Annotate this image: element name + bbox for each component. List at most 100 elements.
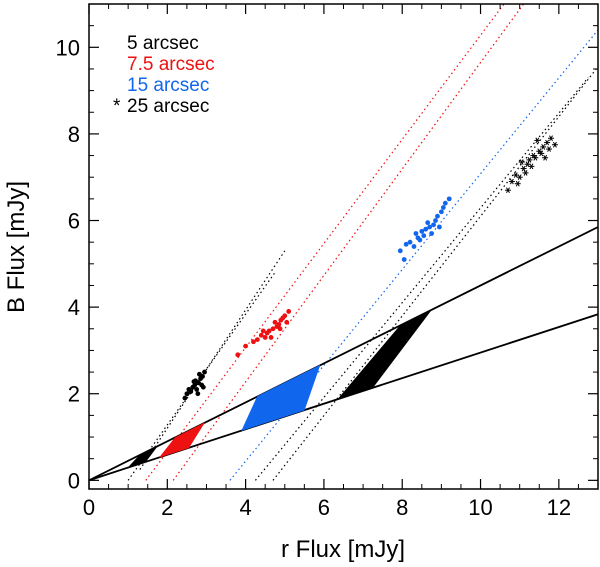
- x-tick-labels: 0 2 4 6 8 10 12: [83, 495, 571, 520]
- point-5-arcsec-12: [202, 369, 207, 375]
- point-7-5-arcsec-7: [266, 328, 272, 334]
- x-tick-label-4: 4: [239, 495, 251, 520]
- point-7-5-arcsec-2: [251, 339, 256, 345]
- point-15-arcsec-21: [437, 224, 442, 230]
- x-tick-label-0: 0: [83, 495, 95, 520]
- dotted-line-5: [254, 77, 589, 481]
- dotted-line-3: [172, 4, 525, 481]
- x-tick-label-2: 2: [161, 495, 173, 520]
- point-15-arcsec-8: [421, 233, 427, 239]
- point-25-arcsec-0: [504, 187, 511, 194]
- point-25-arcsec-10: [532, 154, 539, 161]
- point-15-arcsec-16: [440, 205, 446, 210]
- legend-label-15-arcsec: 15 arcsec: [127, 75, 209, 96]
- x-tick-label-6: 6: [318, 495, 330, 520]
- point-25-arcsec-1: [508, 178, 515, 185]
- point-15-arcsec-4: [411, 244, 417, 249]
- point-15-arcsec-18: [446, 196, 452, 202]
- y-tick-label-10: 10: [56, 35, 80, 60]
- series-15-arcsec: [397, 196, 452, 262]
- color-regions: [127, 309, 432, 468]
- point-7-5-arcsec-0: [235, 352, 241, 358]
- legend-label-25-arcsec: 25 arcsec: [127, 96, 209, 117]
- point-7-5-arcsec-17: [272, 319, 278, 325]
- y-tick-label-4: 4: [68, 295, 80, 320]
- plot-content: [89, 4, 598, 482]
- y-tick-label-0: 0: [68, 468, 80, 493]
- point-15-arcsec-1: [401, 257, 407, 262]
- point-25-arcsec-4: [520, 165, 527, 172]
- point-15-arcsec-0: [397, 248, 403, 254]
- series-7-5-arcsec: [235, 309, 292, 358]
- point-15-arcsec-13: [433, 218, 438, 223]
- point-15-arcsec-20: [413, 231, 419, 236]
- point-25-arcsec-7: [526, 157, 533, 163]
- point-15-arcsec-3: [407, 239, 413, 245]
- point-25-arcsec-8: [528, 163, 535, 170]
- point-15-arcsec-17: [442, 200, 448, 206]
- legend-label-5-arcsec: 5 arcsec: [127, 33, 199, 54]
- y-tick-label-8: 8: [68, 122, 80, 147]
- upper-color-limit-line: [89, 226, 598, 482]
- point-5-arcsec-13: [197, 371, 202, 377]
- dotted-line-0: [139, 250, 286, 470]
- y-tick-labels: 0 2 4 6 8 10: [56, 35, 80, 493]
- dotted-line-2: [145, 4, 505, 481]
- point-25-arcsec-12: [538, 150, 545, 157]
- point-25-arcsec-20: [542, 154, 549, 161]
- point-25-arcsec-3: [516, 174, 523, 181]
- point-15-arcsec-2: [403, 241, 409, 247]
- legend-symbol-3: *: [113, 96, 121, 117]
- point-15-arcsec-10: [427, 224, 433, 230]
- point-15-arcsec-11: [429, 231, 434, 236]
- point-7-5-arcsec-4: [258, 332, 264, 338]
- y-tick-label-6: 6: [68, 209, 80, 234]
- point-7-5-arcsec-10: [276, 322, 282, 327]
- region-15-arcsec: [241, 364, 321, 431]
- point-5-arcsec-0: [182, 395, 188, 401]
- point-15-arcsec-7: [419, 228, 425, 234]
- point-25-arcsec-13: [540, 144, 547, 150]
- point-5-arcsec-1: [184, 391, 190, 397]
- point-7-5-arcsec-18: [260, 328, 266, 334]
- point-7-5-arcsec-8: [270, 326, 276, 332]
- point-7-5-arcsec-15: [286, 309, 292, 314]
- point-25-arcsec-18: [534, 137, 541, 144]
- point-7-5-arcsec-14: [284, 319, 290, 325]
- point-15-arcsec-12: [431, 222, 436, 228]
- point-25-arcsec-21: [514, 180, 521, 187]
- legend-label-7-5-arcsec: 7.5 arcsec: [127, 54, 215, 75]
- point-15-arcsec-6: [417, 237, 423, 243]
- point-7-5-arcsec-19: [277, 326, 283, 332]
- region-5-arcsec: [127, 445, 158, 468]
- x-tick-label-12: 12: [547, 495, 571, 520]
- point-25-arcsec-17: [551, 141, 558, 148]
- point-7-5-arcsec-13: [282, 313, 288, 319]
- point-5-arcsec-14: [195, 391, 201, 397]
- point-15-arcsec-19: [425, 220, 431, 226]
- point-7-5-arcsec-3: [254, 337, 260, 343]
- point-25-arcsec-19: [518, 159, 525, 165]
- point-5-arcsec-3: [186, 387, 192, 392]
- region-25-arcsec: [336, 309, 432, 400]
- point-25-arcsec-14: [544, 139, 551, 146]
- point-15-arcsec-14: [435, 213, 440, 219]
- axis-ticks: [88, 3, 599, 489]
- point-7-5-arcsec-1: [243, 343, 249, 349]
- point-5-arcsec-16: [191, 379, 197, 385]
- legend: 5 arcsec 7.5 arcsec 15 arcsec * 25 arcse…: [113, 33, 215, 117]
- point-5-arcsec-15: [200, 384, 206, 390]
- point-25-arcsec-5: [522, 170, 529, 176]
- x-axis-label: r Flux [mJy]: [281, 536, 405, 563]
- series-25-arcsec: [504, 135, 558, 194]
- y-axis-label: B Flux [mJy]: [3, 181, 30, 313]
- x-tick-label-8: 8: [396, 495, 408, 520]
- series-5-arcsec: [182, 369, 207, 401]
- point-25-arcsec-15: [546, 146, 553, 152]
- point-7-5-arcsec-16: [268, 335, 274, 340]
- point-15-arcsec-9: [423, 226, 429, 232]
- point-25-arcsec-16: [548, 135, 555, 142]
- point-5-arcsec-6: [194, 387, 200, 392]
- x-tick-label-10: 10: [468, 495, 492, 520]
